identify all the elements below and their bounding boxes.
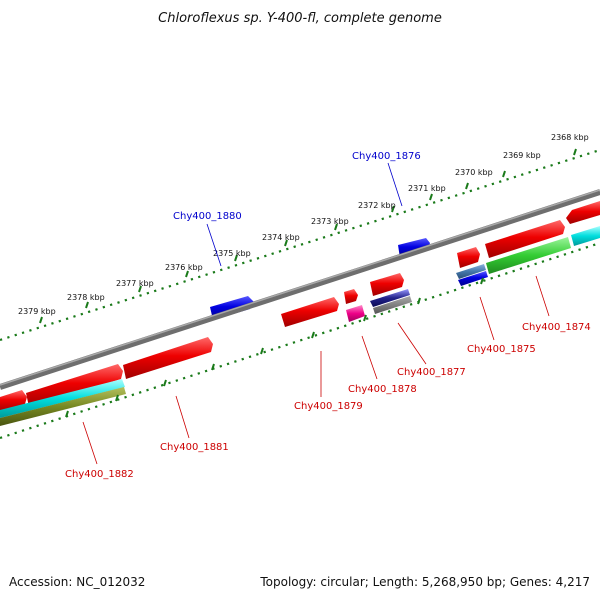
feature-steelblue[interactable] xyxy=(456,264,486,279)
gene-label-chy400-1874[interactable]: Chy400_1874 xyxy=(522,322,591,333)
gene-label-chy400-1880[interactable]: Chy400_1880 xyxy=(173,211,242,222)
scale-tick xyxy=(417,297,421,305)
scale-tick xyxy=(391,205,395,213)
scale-tick xyxy=(311,331,315,339)
scale-tick xyxy=(284,239,288,247)
feature-cds-chy400-1882[interactable] xyxy=(26,364,123,407)
feature-cds-chy400-1879[interactable] xyxy=(281,297,339,327)
outer-scale-ticks xyxy=(39,148,577,324)
gene-label-chy400-1882[interactable]: Chy400_1882 xyxy=(65,469,134,480)
feature-cds-edge-left[interactable] xyxy=(0,390,27,412)
scale-label-2379: 2379 kbp xyxy=(18,307,56,316)
scale-tick xyxy=(211,363,215,371)
genome-summary-text: Topology: circular; Length: 5,268,950 bp… xyxy=(259,575,590,589)
feature-blue-inner[interactable] xyxy=(458,271,488,286)
scale-tick xyxy=(163,379,167,387)
gene-label-chy400-1877[interactable]: Chy400_1877 xyxy=(397,367,466,378)
scale-tick xyxy=(138,285,142,293)
scale-tick xyxy=(185,270,189,278)
gene-label-chy400-1878[interactable]: Chy400_1878 xyxy=(348,384,417,395)
scale-tick xyxy=(502,170,506,178)
feature-cyan-left[interactable] xyxy=(0,379,125,418)
feature-cds-chy400-1877[interactable] xyxy=(370,273,404,296)
scale-tick xyxy=(573,148,577,156)
feature-cds-chy400-1874[interactable] xyxy=(485,220,565,258)
scale-tick xyxy=(429,193,433,201)
feature-olive[interactable] xyxy=(0,387,126,426)
scale-label-2377: 2377 kbp xyxy=(116,279,154,288)
leader-chy400-1882 xyxy=(82,421,98,465)
scale-labels: 2368 kbp 2369 kbp 2370 kbp 2371 kbp 2372… xyxy=(18,133,589,316)
scale-tick xyxy=(115,394,119,402)
scale-label-2371: 2371 kbp xyxy=(408,184,446,193)
feature-green[interactable] xyxy=(486,237,571,274)
scale-tick xyxy=(260,347,264,355)
feature-gray[interactable] xyxy=(373,296,412,314)
gene-label-chy400-1875[interactable]: Chy400_1875 xyxy=(467,344,536,355)
gene-label-chy400-1879[interactable]: Chy400_1879 xyxy=(294,401,363,412)
scale-label-2369: 2369 kbp xyxy=(503,151,541,160)
feature-cyan-right[interactable] xyxy=(571,226,600,246)
leader-chy400-1875 xyxy=(479,296,495,341)
gene-label-chy400-1876[interactable]: Chy400_1876 xyxy=(352,151,421,162)
feature-cds-chy400-1878[interactable] xyxy=(344,289,358,304)
gene-label-chy400-1881[interactable]: Chy400_1881 xyxy=(160,442,229,453)
scale-tick xyxy=(480,277,484,285)
feature-cds-chy400-1881[interactable] xyxy=(123,337,213,379)
accession-text: Accession: NC_012032 xyxy=(9,575,145,589)
scale-label-2372: 2372 kbp xyxy=(358,201,396,210)
outer-scale-line xyxy=(0,148,600,342)
leader-chy400-1878 xyxy=(361,335,378,380)
leader-chy400-1877 xyxy=(397,322,427,365)
scale-tick xyxy=(334,223,338,231)
leader-chy400-1876 xyxy=(387,162,403,207)
inner-scale-ticks xyxy=(65,277,484,418)
genome-backbone-highlight xyxy=(0,189,600,386)
feature-magenta[interactable] xyxy=(346,305,365,322)
scale-label-2373: 2373 kbp xyxy=(311,217,349,226)
scale-tick xyxy=(234,254,238,262)
feature-navy[interactable] xyxy=(370,289,410,307)
scale-label-2370: 2370 kbp xyxy=(455,168,493,177)
feature-cds-chy400-1875[interactable] xyxy=(457,247,480,268)
inner-scale-line xyxy=(0,241,600,440)
leader-chy400-1881 xyxy=(175,395,190,439)
scale-label-2376: 2376 kbp xyxy=(165,263,203,272)
scale-label-2378: 2378 kbp xyxy=(67,293,105,302)
label-leaders xyxy=(82,162,550,465)
scale-tick xyxy=(85,301,89,309)
scale-label-2374: 2374 kbp xyxy=(262,233,300,242)
scale-tick xyxy=(65,410,69,418)
leader-chy400-1880 xyxy=(206,223,222,267)
scale-tick xyxy=(39,316,43,324)
leader-chy400-1874 xyxy=(535,275,550,317)
genome-backbone xyxy=(0,189,600,390)
map-title: Chloroflexus sp. Y-400-fl, complete geno… xyxy=(158,11,442,26)
feature-cds-edge[interactable] xyxy=(566,201,600,224)
scale-label-2368: 2368 kbp xyxy=(551,133,589,142)
scale-tick xyxy=(363,314,367,322)
scale-label-2375: 2375 kbp xyxy=(213,249,251,258)
scale-tick xyxy=(465,182,469,190)
